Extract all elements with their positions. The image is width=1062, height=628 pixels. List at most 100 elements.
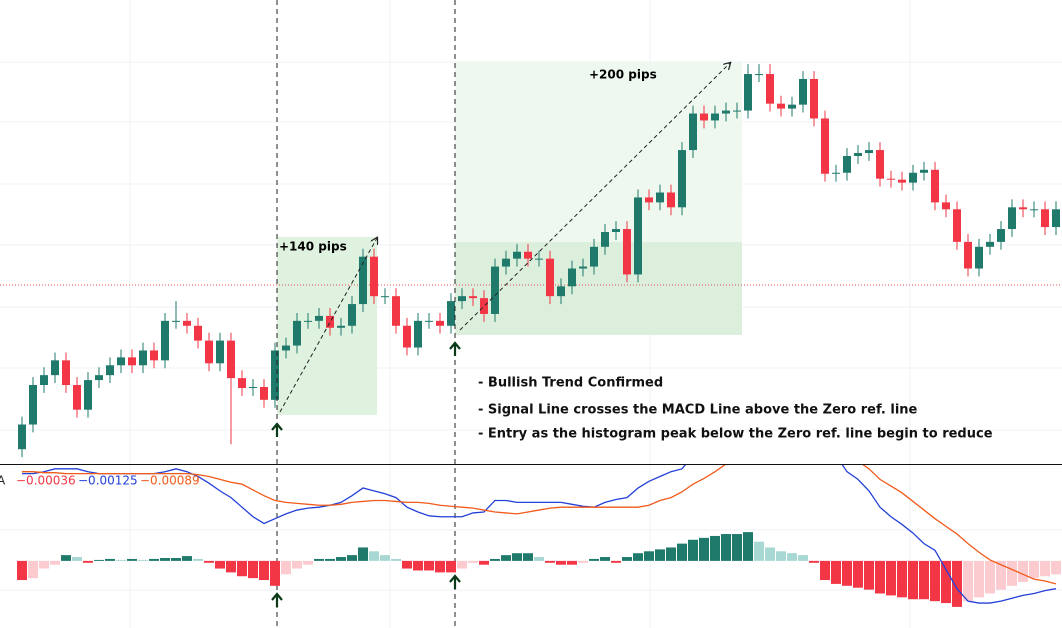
histogram-bar [226, 560, 236, 573]
macd-line [22, 465, 1057, 585]
histogram-bar [952, 560, 962, 607]
histogram-bar [578, 560, 588, 563]
candle-body [425, 320, 433, 322]
candle-body [304, 320, 312, 322]
candle-body [876, 150, 884, 179]
candle-body [480, 298, 488, 314]
readout-value: −0.00036 [16, 474, 76, 488]
histogram-bar [798, 555, 808, 561]
note: - Bullish Trend Confirmed [478, 376, 663, 391]
candle-body [700, 113, 708, 121]
candle-body [238, 378, 246, 388]
candle-body [997, 229, 1005, 242]
histogram-bar [567, 560, 577, 565]
candle-body [722, 110, 730, 114]
histogram-bar [1040, 560, 1050, 577]
histogram-bar [930, 560, 940, 602]
histogram-bar [358, 547, 368, 561]
histogram-bar [556, 560, 566, 565]
candle-body [40, 375, 48, 386]
gain-label: +200 pips [589, 68, 657, 82]
candle-body [161, 320, 169, 361]
candle-body [667, 192, 675, 208]
candle-body [183, 320, 191, 326]
candle-body [29, 385, 37, 425]
candle-body [799, 78, 807, 105]
histogram-bar [501, 555, 511, 561]
histogram-bar [589, 558, 599, 561]
candle-body [766, 74, 774, 104]
histogram-bar [325, 558, 335, 561]
histogram-bar [919, 560, 929, 600]
histogram-bar [248, 560, 258, 579]
candles [18, 64, 1060, 458]
candle-body [524, 251, 532, 259]
histogram-bar [886, 560, 896, 596]
histogram-bar [1007, 560, 1017, 586]
candle-body [634, 197, 642, 275]
candle-body [744, 74, 752, 111]
histogram-bar [644, 551, 654, 561]
histogram-bar [281, 560, 291, 575]
histogram-bar [611, 560, 621, 563]
histogram-bar [105, 558, 115, 561]
histogram-bar [545, 560, 555, 563]
histogram-bar [600, 557, 610, 561]
candle-body [1052, 209, 1060, 228]
histogram-bar [50, 560, 60, 565]
histogram-bar [182, 556, 192, 561]
candle-body [1019, 207, 1027, 210]
histogram-bar [754, 541, 764, 561]
candle-body [821, 118, 829, 174]
histogram-bar [963, 560, 973, 602]
histogram-bar [908, 560, 918, 600]
histogram-bar [424, 560, 434, 571]
candle-body [810, 78, 818, 119]
histogram-bar [457, 560, 467, 569]
candle-body [777, 103, 785, 109]
candle-body [733, 110, 741, 112]
candle-body [535, 258, 543, 260]
candle-body [546, 258, 554, 297]
candle-body [337, 325, 345, 328]
candle-body [898, 179, 906, 183]
histogram-bar [864, 560, 874, 590]
candle-body [887, 178, 895, 180]
candle-body [194, 325, 202, 341]
candle-body [458, 296, 466, 302]
histogram-bar [138, 559, 148, 561]
trend-arrow-2 [459, 63, 730, 331]
candle-body [282, 345, 290, 351]
histogram-bar [842, 560, 852, 586]
histogram-bar [237, 560, 247, 577]
candle-body [942, 202, 950, 210]
candle-body [865, 150, 873, 154]
candle-body [557, 286, 565, 297]
candle-body [1008, 207, 1016, 230]
candle-body [260, 386, 268, 400]
candle-body [843, 155, 851, 173]
candle-body [601, 232, 609, 247]
candle-body [612, 229, 620, 232]
histogram-bar [534, 557, 544, 561]
candle-body [73, 385, 81, 410]
candle-body [392, 296, 400, 326]
histogram-bar [512, 553, 522, 561]
histogram-bar [61, 555, 71, 561]
candle-body [348, 304, 356, 326]
candle-body [854, 153, 862, 156]
candle-body [986, 241, 994, 247]
candle-body [172, 320, 180, 322]
histogram-bar [721, 534, 731, 561]
histogram-bar [193, 558, 203, 561]
candle-body [315, 315, 323, 321]
histogram-bar [996, 560, 1006, 590]
note: - Entry as the histogram peak below the … [478, 427, 993, 442]
candle-body [381, 296, 389, 298]
readout-value: −0.00125 [78, 474, 138, 488]
candle-body [689, 113, 697, 151]
candle-body [293, 320, 301, 346]
histogram-bar [710, 535, 720, 561]
candle-body [590, 246, 598, 267]
